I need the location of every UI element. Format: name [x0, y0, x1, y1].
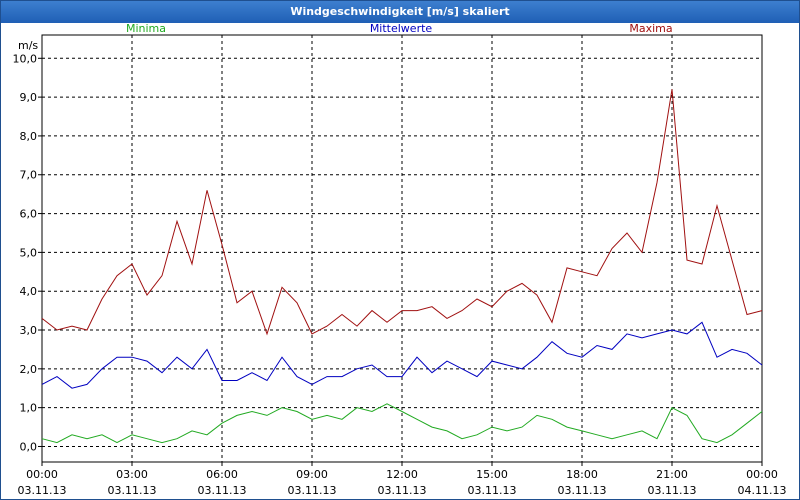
y-tick-label: 9,0 — [20, 91, 38, 104]
legend-entry-minima: Minima — [126, 22, 166, 35]
y-tick-label: 10,0 — [13, 52, 38, 65]
y-tick-label: 7,0 — [20, 169, 38, 182]
x-tick-time: 18:00 — [566, 468, 598, 481]
grid-lines — [42, 35, 762, 462]
series-group — [41, 89, 763, 444]
x-tick-date: 03.11.13 — [648, 484, 697, 497]
x-tick-date: 03.11.13 — [288, 484, 337, 497]
y-tick-label: 8,0 — [20, 130, 38, 143]
x-tick-time: 00:00 — [746, 468, 778, 481]
x-tick-date: 03.11.13 — [378, 484, 427, 497]
x-tick-time: 12:00 — [386, 468, 418, 481]
x-tick-date: 03.11.13 — [558, 484, 607, 497]
legend-entry-mittelwerte: Mittelwerte — [370, 22, 433, 35]
x-axis: 00:00 03.11.13 03:00 03.11.13 06:00 03.11.13 0… — [18, 462, 787, 497]
x-tick-time: 09:00 — [296, 468, 328, 481]
chart-title: Windgeschwindigkeit [m/s] skaliert — [1, 1, 799, 23]
x-tick-date: 03.11.13 — [198, 484, 247, 497]
x-tick-time: 21:00 — [656, 468, 688, 481]
series-line-maxima — [41, 89, 763, 336]
y-tick-label: 6,0 — [20, 208, 38, 221]
y-tick-label: 3,0 — [20, 324, 38, 337]
x-tick-date: 03.11.13 — [468, 484, 517, 497]
x-tick-time: 06:00 — [206, 468, 238, 481]
y-axis: 0,0 1,0 2,0 3,0 4,0 5,0 6,0 7,0 8,0 9,0 10,0 — [13, 52, 42, 453]
y-tick-label: 2,0 — [20, 363, 38, 376]
x-tick-date: 04.11.13 — [738, 484, 787, 497]
x-tick-date: 03.11.13 — [108, 484, 157, 497]
y-axis-label: m/s — [18, 39, 38, 52]
legend-entry-maxima: Maxima — [629, 22, 672, 35]
legend: Minima Mittelwerte Maxima — [126, 22, 673, 35]
y-tick-label: 5,0 — [20, 246, 38, 259]
y-tick-label: 1,0 — [20, 402, 38, 415]
y-tick-label: 4,0 — [20, 285, 38, 298]
x-tick-time: 03:00 — [116, 468, 148, 481]
series-line-mittelwerte — [41, 321, 763, 389]
series-line-minima — [41, 403, 763, 444]
x-tick-date: 03.11.13 — [18, 484, 67, 497]
y-tick-label: 0,0 — [20, 440, 38, 453]
x-tick-time: 00:00 — [26, 468, 58, 481]
x-tick-time: 15:00 — [476, 468, 508, 481]
